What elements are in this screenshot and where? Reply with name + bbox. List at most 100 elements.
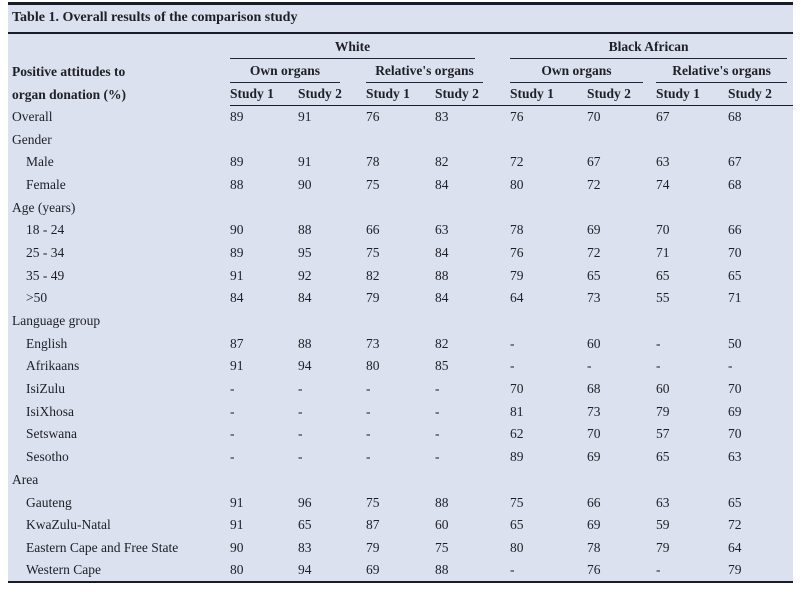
cell-value	[298, 196, 366, 219]
cell-value: 72	[587, 244, 601, 260]
row-label: Female	[26, 176, 66, 192]
section-row-area: Area	[8, 469, 793, 492]
row-label: Sesotho	[26, 449, 69, 465]
cell-value: 67	[656, 109, 670, 125]
study-header: Study 1	[510, 82, 587, 106]
cell-value: 84	[298, 290, 312, 306]
group-header-black-african-label: Black African	[510, 39, 788, 59]
row-label: Overall	[12, 108, 53, 124]
cell-value: -	[366, 426, 371, 442]
table-row-25-34: 25 - 34 89 95 75 84 76 72 71 70	[8, 242, 793, 265]
cell-value: 63	[656, 494, 670, 510]
cell-value: 69	[587, 449, 601, 465]
cell-value	[435, 310, 510, 333]
table-row-overall: Overall 89 91 76 83 76 70 67 68	[8, 106, 793, 129]
cell-value: 60	[656, 381, 670, 397]
cell-value	[230, 469, 298, 492]
cell-value: 69	[587, 517, 601, 533]
subgroup-label: Own organs	[230, 63, 340, 83]
cell-value	[230, 310, 298, 333]
cell-value: -	[656, 559, 728, 583]
cell-value	[510, 469, 587, 492]
cell-value: 91	[230, 517, 244, 533]
cell-value: 94	[298, 358, 312, 374]
table-row-male: Male 89 91 78 82 72 67 63 67	[8, 151, 793, 174]
study-header: Study 2	[587, 82, 656, 106]
row-label: KwaZulu-Natal	[26, 517, 111, 533]
cell-value: 68	[587, 381, 601, 397]
cell-value: 76	[510, 109, 524, 125]
cell-value: 94	[298, 559, 366, 583]
cell-value: 82	[366, 267, 380, 283]
row-label: 35 - 49	[26, 267, 65, 283]
cell-value: 89	[230, 154, 244, 170]
cell-value: 65	[298, 517, 312, 533]
table-row-35-49: 35 - 49 91 92 82 88 79 65 65 65	[8, 264, 793, 287]
cell-value: 79	[366, 539, 380, 555]
table-row-female: Female 88 90 75 84 80 72 74 68	[8, 174, 793, 197]
cell-value: 78	[366, 154, 380, 170]
table-row-18-24: 18 - 24 90 88 66 63 78 69 70 66	[8, 219, 793, 242]
cell-value: 70	[728, 426, 742, 442]
row-header-label: Positive attitudes to organ donation (%)	[12, 63, 127, 102]
cell-value: 65	[587, 267, 601, 283]
cell-value: -	[435, 403, 440, 419]
cell-value: 79	[510, 267, 524, 283]
cell-value: 80	[230, 559, 298, 583]
cell-value: 92	[298, 267, 312, 283]
cell-value: 78	[587, 539, 601, 555]
cell-value: 70	[510, 381, 524, 397]
row-label: 18 - 24	[26, 222, 65, 238]
cell-value	[656, 310, 728, 333]
row-label: 25 - 34	[26, 244, 65, 260]
cell-value: 91	[230, 358, 244, 374]
cell-value: 70	[656, 222, 670, 238]
cell-value	[366, 469, 435, 492]
subgroup-label: Relative's organs	[656, 63, 788, 83]
cell-value: -	[435, 449, 440, 465]
cell-value	[656, 196, 728, 219]
cell-value	[435, 469, 510, 492]
cell-value: 88	[435, 267, 449, 283]
row-label: >50	[26, 290, 48, 306]
cell-value: 91	[298, 109, 312, 125]
cell-value: -	[728, 358, 733, 374]
cell-value: -	[298, 381, 303, 397]
cell-value: -	[366, 381, 371, 397]
cell-value	[587, 196, 656, 219]
study-header: Study 1	[656, 82, 728, 106]
study-header: Study 1	[230, 82, 298, 106]
row-label: Area	[12, 471, 39, 487]
cell-value: 68	[728, 176, 742, 192]
table-body: Overall 89 91 76 83 76 70 67 68 Gender Male 89 91 78 8…	[8, 106, 794, 583]
cell-value	[435, 128, 510, 151]
cell-value: 65	[728, 267, 742, 283]
table-row-isixhosa: IsiXhosa - - - - 81 73 79 69	[8, 400, 793, 423]
table-title: Table 1. Overall results of the comparis…	[8, 2, 794, 34]
cell-value: 88	[298, 335, 312, 351]
row-label: Afrikaans	[26, 358, 80, 374]
row-label: Setswana	[26, 426, 77, 442]
cell-value	[510, 128, 587, 151]
cell-value: 69	[728, 403, 742, 419]
row-label: Gauteng	[26, 494, 72, 510]
cell-value: 59	[656, 517, 670, 533]
cell-value: 91	[230, 494, 244, 510]
cell-value: 84	[435, 290, 449, 306]
cell-value	[230, 196, 298, 219]
subgroup-ba-relatives-organs: Relative's organs	[656, 59, 793, 83]
cell-value: 72	[510, 154, 524, 170]
cell-value: 70	[587, 109, 601, 125]
cell-value	[435, 196, 510, 219]
cell-value	[587, 310, 656, 333]
cell-value: 50	[728, 335, 742, 351]
group-header-black-african: Black African	[510, 33, 793, 59]
cell-value	[510, 310, 587, 333]
cell-value	[728, 128, 793, 151]
cell-value: 68	[728, 109, 742, 125]
cell-value: 64	[510, 290, 524, 306]
cell-value: 69	[366, 559, 435, 583]
cell-value: 72	[728, 517, 742, 533]
cell-value: 90	[298, 176, 312, 192]
